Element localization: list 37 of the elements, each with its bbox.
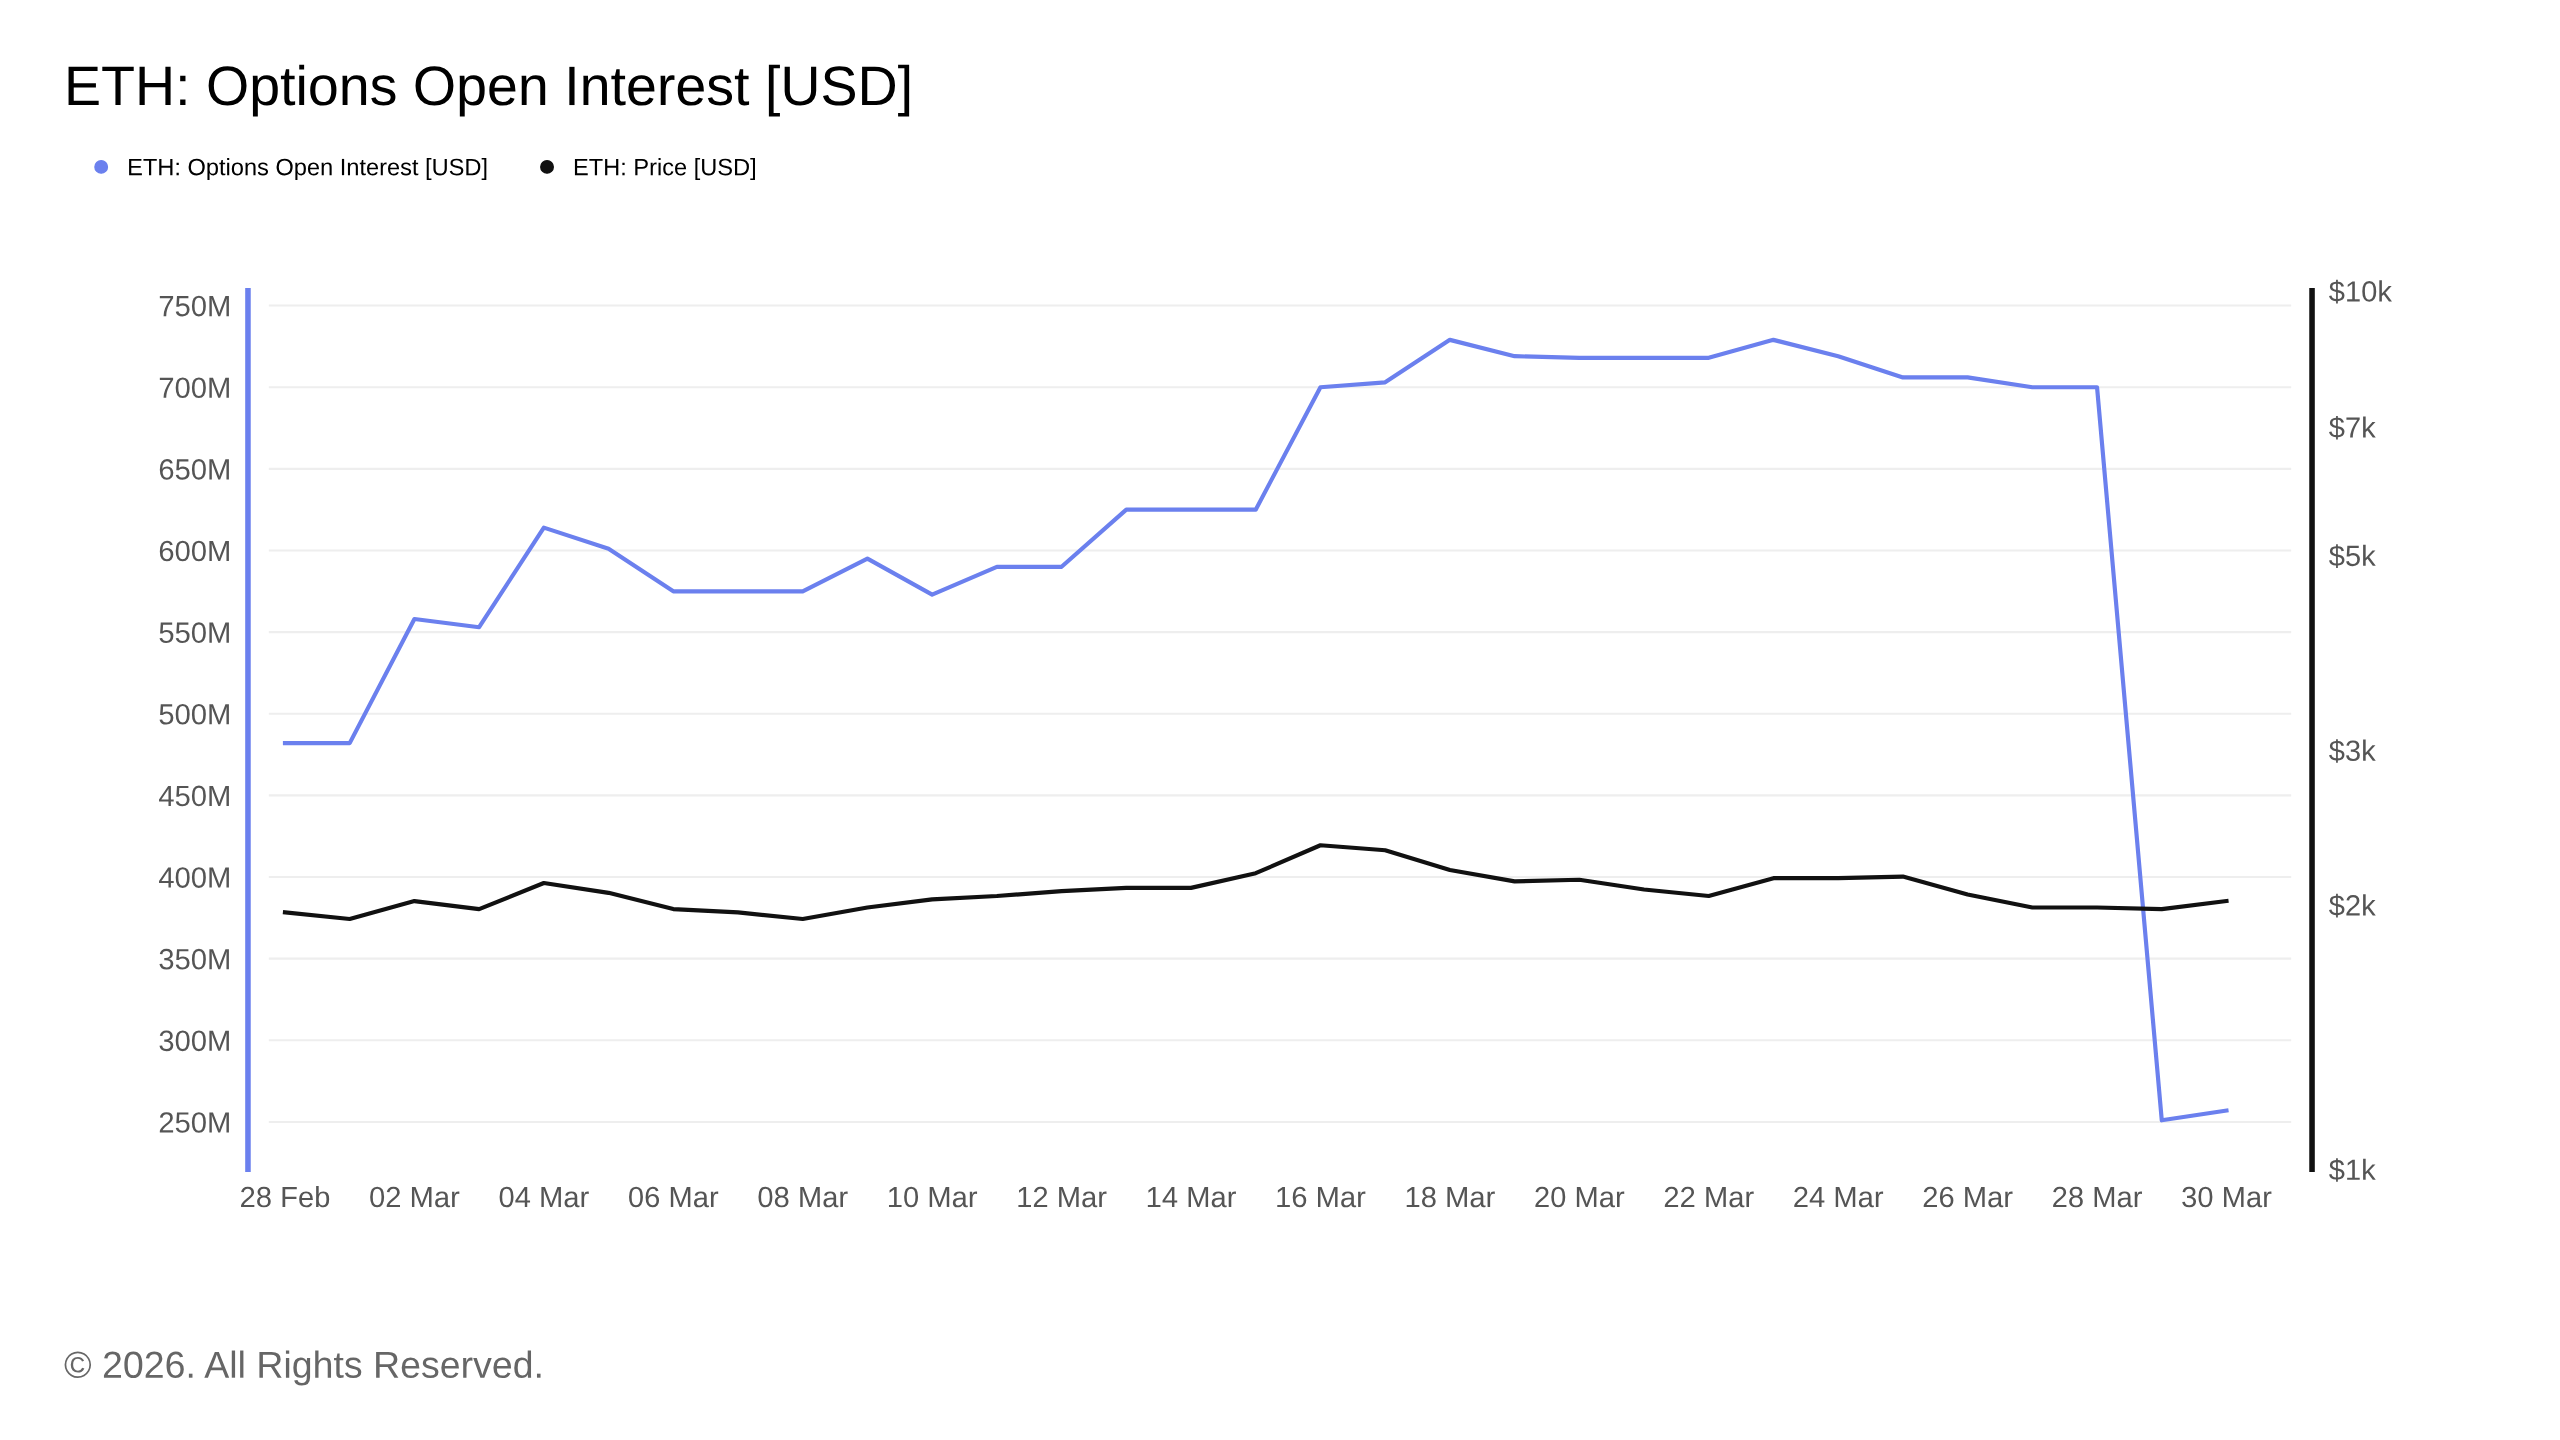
x-tick-label: 20 Mar	[1535, 1186, 1625, 1208]
y-tick-label: 350M	[159, 948, 229, 970]
x-tick-label: 02 Mar	[370, 1186, 460, 1208]
y-tick-label: 750M	[159, 295, 229, 317]
y-tick-label: 300M	[159, 1030, 229, 1052]
y-tick-label: 700M	[159, 377, 229, 399]
y-tick-label: 400M	[159, 867, 229, 888]
y-tick-label: 250M	[159, 1112, 229, 1133]
y-tick-label: 600M	[159, 540, 229, 562]
legend-label: ETH: Price [USD]	[574, 158, 755, 181]
x-tick-label: 24 Mar	[1794, 1186, 1884, 1208]
x-tick-label: 10 Mar	[888, 1186, 978, 1208]
y2-tick-label: $10k	[2329, 279, 2392, 304]
x-tick-label: 28 Feb	[241, 1185, 330, 1208]
x-tick-label: 18 Mar	[1406, 1186, 1495, 1208]
y-tick-label: 500M	[159, 703, 229, 725]
y-tick-label: 650M	[159, 459, 229, 480]
x-tick-label: 06 Mar	[629, 1186, 719, 1208]
x-tick-label: 22 Mar	[1664, 1186, 1754, 1208]
y2-tick-label: $7k	[2329, 415, 2376, 440]
y2-tick-label: $2k	[2329, 893, 2376, 918]
y-tick-label: 550M	[159, 622, 229, 643]
x-tick-label: 08 Mar	[758, 1186, 848, 1208]
x-tick-label: 14 Mar	[1147, 1187, 1236, 1208]
x-tick-label: 12 Mar	[1018, 1186, 1107, 1208]
x-tick-label: 26 Mar	[1923, 1186, 2013, 1208]
y2-tick-label: $1k	[2329, 1158, 2376, 1182]
legend-label: ETH: Options Open Interest [USD]	[129, 158, 487, 181]
x-tick-label: 04 Mar	[499, 1186, 589, 1208]
chart-title: ETH: Options Open Interest [USD]	[68, 64, 910, 117]
x-tick-label: 28 Mar	[2053, 1186, 2142, 1208]
y2-tick-label: $3k	[2329, 739, 2376, 763]
y2-tick-label: $5k	[2329, 544, 2376, 568]
text: © 2026. All Rights Reserved.	[64, 1350, 541, 1386]
x-tick-label: 16 Mar	[1277, 1186, 1366, 1208]
x-tick-label: 30 Mar	[2182, 1186, 2272, 1208]
y-tick-label: 450M	[159, 785, 229, 807]
